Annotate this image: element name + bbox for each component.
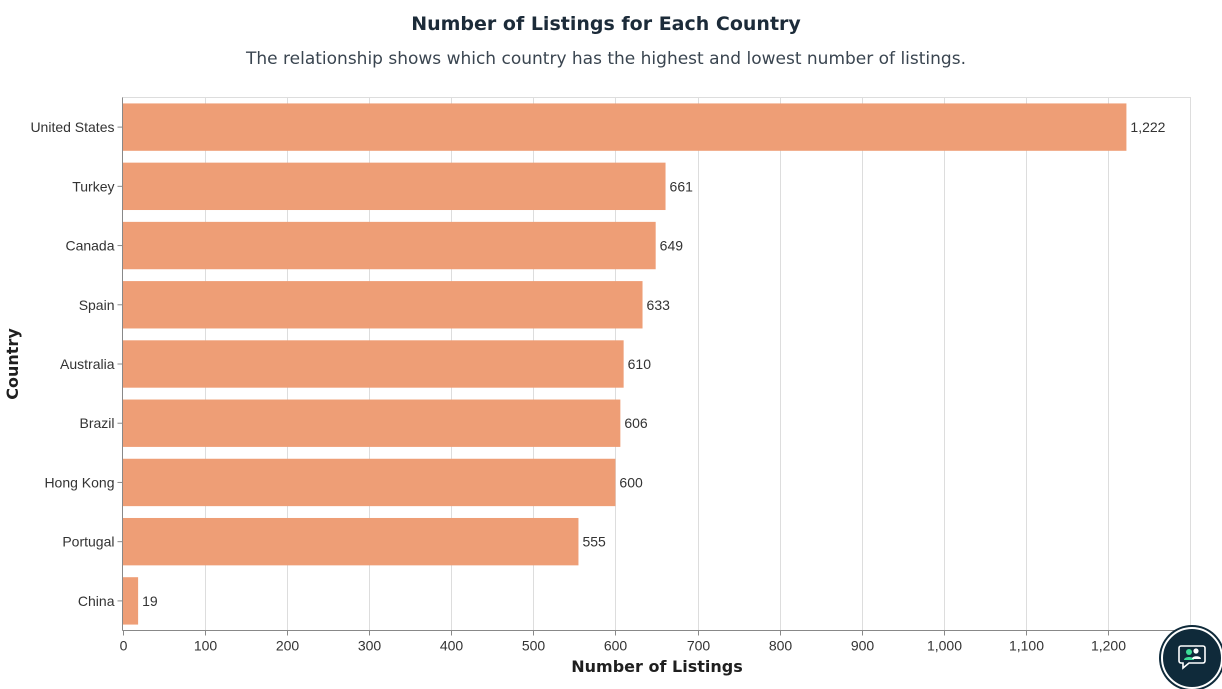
bar <box>122 221 656 270</box>
bars: 1,222 661 649 633 610 606 600 555 19 <box>122 103 1166 625</box>
y-tick-label: Portugal <box>62 534 114 550</box>
y-tick-label: Turkey <box>72 178 114 194</box>
chat-people-icon <box>1177 641 1207 676</box>
x-tick-label: 1,000 <box>927 638 962 654</box>
x-tick-label: 1,100 <box>1009 638 1044 654</box>
data-label: 600 <box>619 474 643 490</box>
bar <box>122 458 616 507</box>
x-tick-label: 100 <box>194 638 218 654</box>
x-tick-label: 900 <box>851 638 875 654</box>
bar <box>122 281 643 329</box>
y-tick-label: Spain <box>79 297 115 313</box>
y-axis-title: Country <box>3 328 22 400</box>
x-tick-label: 200 <box>276 638 300 654</box>
data-label: 649 <box>660 238 684 254</box>
bar <box>122 162 666 211</box>
x-tick-label: 400 <box>440 638 464 654</box>
bar <box>122 577 139 625</box>
data-label: 555 <box>582 534 606 550</box>
chart-subtitle: The relationship shows which country has… <box>246 49 966 69</box>
x-axis-title: Number of Listings <box>571 657 742 676</box>
data-label: 19 <box>142 593 158 609</box>
x-tick-label: 800 <box>769 638 793 654</box>
y-tick-label: China <box>78 593 115 609</box>
data-label: 606 <box>624 415 648 431</box>
bar <box>122 399 621 447</box>
y-tick-label: Canada <box>65 238 114 254</box>
x-tick-label: 700 <box>687 638 711 654</box>
y-tick-label: Hong Kong <box>44 474 114 490</box>
axes: 0 100 200 300 400 500 600 700 800 900 1,000 1,100 1,… <box>30 97 1191 654</box>
x-tick-label: 1,200 <box>1091 638 1126 654</box>
data-label: 610 <box>628 356 652 372</box>
data-label: 661 <box>670 178 694 194</box>
y-tick-label: Australia <box>60 356 115 372</box>
bar <box>122 340 624 388</box>
data-label: 633 <box>647 297 671 313</box>
y-tick-label: United States <box>30 119 114 135</box>
chart-title: Number of Listings for Each Country <box>411 13 801 35</box>
chat-widget-button[interactable] <box>1161 627 1222 689</box>
x-tick-label: 600 <box>604 638 628 654</box>
x-tick-label: 500 <box>522 638 546 654</box>
bar <box>122 103 1127 151</box>
y-tick-label: Brazil <box>79 415 114 431</box>
bar <box>122 517 579 566</box>
data-label: 1,222 <box>1130 119 1165 135</box>
x-tick-label: 0 <box>120 638 128 654</box>
x-tick-label: 300 <box>358 638 382 654</box>
